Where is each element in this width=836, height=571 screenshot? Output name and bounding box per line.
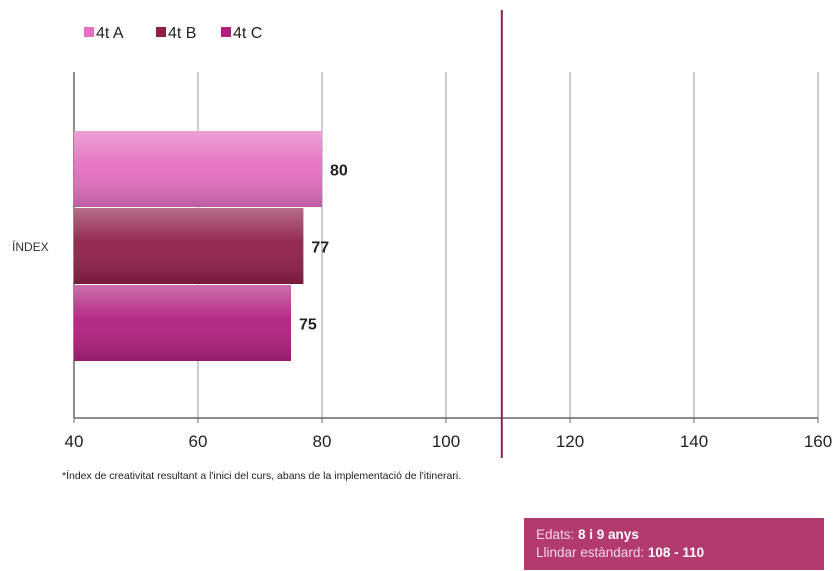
legend-label: 4t B xyxy=(168,25,196,42)
x-tick-labels: 40 60 80 100 120 140 160 xyxy=(65,432,833,451)
category-label: ÍNDEX xyxy=(12,239,49,254)
legend-swatch xyxy=(156,27,166,37)
threshold-line-text: Llindar estàndard: 108 - 110 xyxy=(536,544,824,562)
legend-label: 4t C xyxy=(233,25,262,42)
x-tick-label: 100 xyxy=(432,432,460,451)
x-tick-label: 40 xyxy=(65,432,84,451)
x-tick-label: 80 xyxy=(313,432,332,451)
bar-shine xyxy=(74,285,291,361)
info-box: Edats: 8 i 9 anys Llindar estàndard: 108… xyxy=(524,518,824,570)
x-tick-label: 160 xyxy=(804,432,832,451)
threshold-value: 108 - 110 xyxy=(647,545,705,560)
bar-shine xyxy=(74,208,304,284)
x-tick-label: 140 xyxy=(680,432,708,451)
legend: 4t A 4t B 4t C xyxy=(84,25,262,42)
bars xyxy=(74,131,322,361)
x-tick-label: 120 xyxy=(556,432,584,451)
legend-swatch xyxy=(84,27,94,37)
data-labels: 80 77 75 xyxy=(299,163,348,334)
bar-shine xyxy=(74,131,322,207)
ages-value: 8 i 9 anys xyxy=(578,527,639,542)
ages-line: Edats: 8 i 9 anys xyxy=(536,526,824,544)
ages-label: Edats: xyxy=(536,527,579,542)
footnote: *Índex de creativitat resultant a l'inic… xyxy=(62,470,462,482)
data-label: 75 xyxy=(299,317,317,334)
data-label: 77 xyxy=(311,240,329,257)
data-label: 80 xyxy=(330,163,348,180)
x-tick-label: 60 xyxy=(189,432,208,451)
threshold-label: Llindar estàndard: xyxy=(536,545,648,560)
legend-swatch xyxy=(221,27,231,37)
legend-label: 4t A xyxy=(96,25,124,42)
